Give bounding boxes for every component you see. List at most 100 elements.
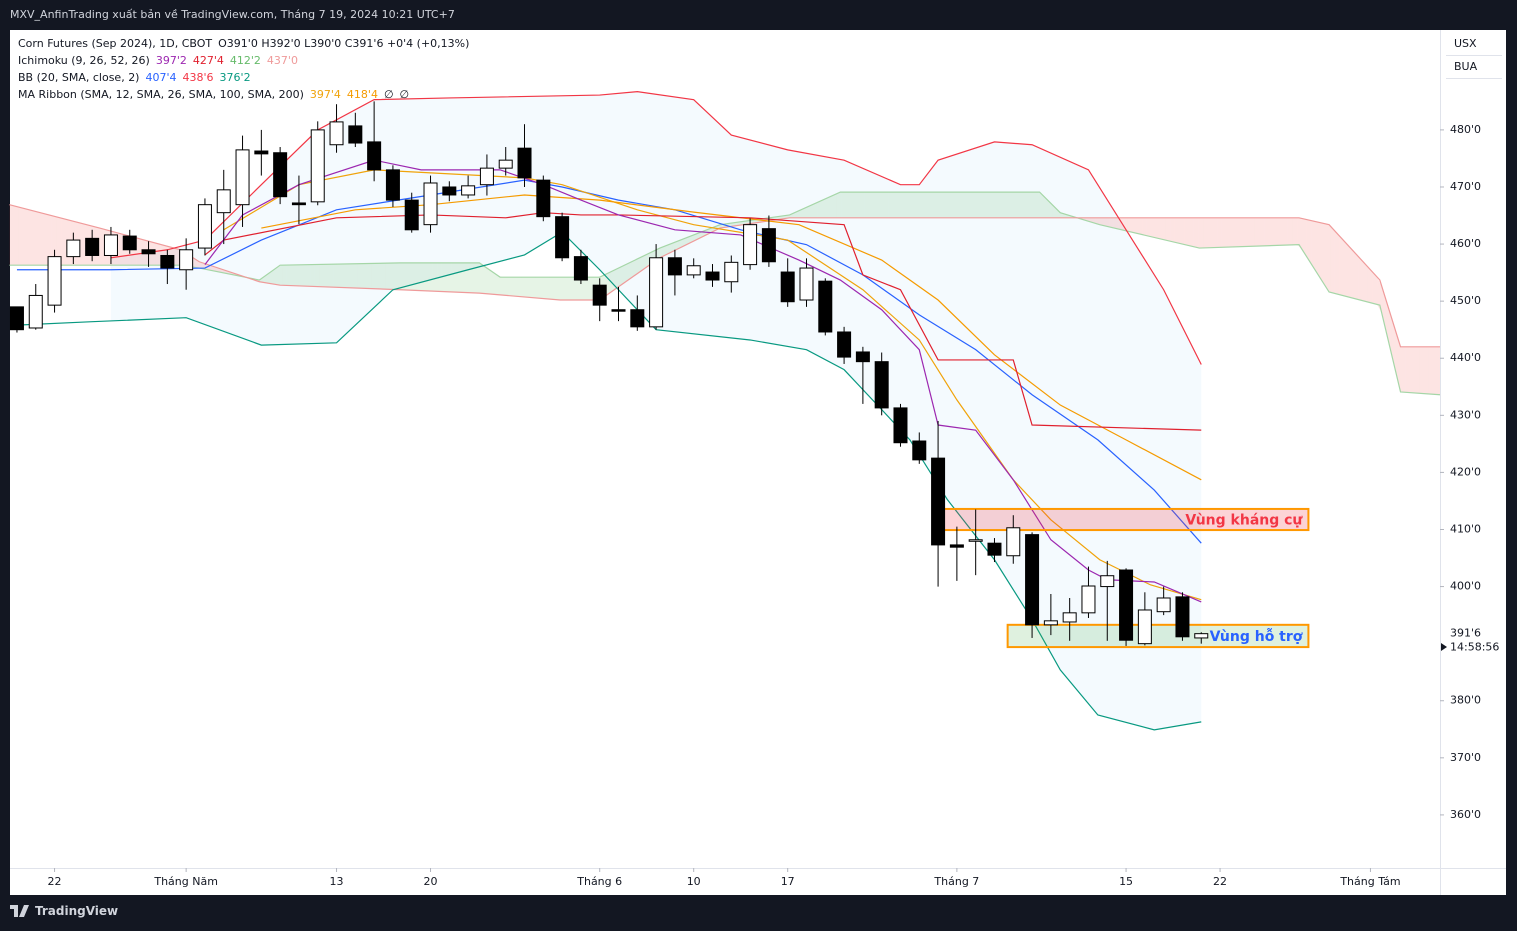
cloud-fill (1236, 217, 1241, 247)
cloud-fill (629, 260, 635, 279)
cloud-fill (1292, 217, 1298, 245)
candle-body (66, 239, 81, 258)
cloud-fill (1268, 217, 1274, 246)
cloud-fill (864, 192, 870, 218)
candle-body (667, 257, 682, 276)
cloud-fill (1250, 217, 1255, 247)
candle-body (855, 351, 870, 363)
cloud-fill (314, 264, 320, 287)
cloud-fill (954, 192, 959, 218)
y-tick-label: 480'0 (1450, 123, 1481, 136)
y-tick-label: 370'0 (1450, 751, 1481, 764)
cloud-fill (1278, 217, 1284, 246)
cloud-fill (305, 264, 311, 287)
y-tick-label: 450'0 (1450, 294, 1481, 307)
indicator-value: 427'4 (192, 54, 224, 67)
cloud-fill (390, 263, 395, 290)
cloud-fill (1320, 222, 1326, 287)
cursor-marker (1441, 643, 1447, 651)
candle-body (686, 265, 701, 276)
cloud-fill (1132, 217, 1138, 234)
cloud-fill (1221, 217, 1227, 248)
cloud-fill (1297, 217, 1302, 250)
cloud-fill (512, 277, 517, 297)
scale-button[interactable]: BUA (1446, 56, 1502, 79)
cloud-fill (1362, 261, 1368, 302)
candle-body (949, 544, 964, 548)
cloud-fill (18, 207, 24, 266)
cloud-fill (643, 253, 649, 269)
cloud-fill (376, 263, 381, 289)
candle-body (780, 271, 795, 303)
candle-body (404, 199, 419, 231)
cloud-fill (573, 277, 579, 301)
cloud-fill (582, 277, 588, 301)
span-b-line (9, 204, 1440, 348)
cloud-fill (352, 263, 358, 289)
indicator-value: 397'2 (155, 54, 187, 67)
cloud-fill (498, 275, 503, 296)
cloud-fill (296, 264, 301, 286)
cloud-fill (568, 277, 574, 301)
cloud-fill (1146, 217, 1152, 237)
zone-label: Vùng hỗ trợ (1210, 628, 1303, 645)
cloud-fill (117, 232, 123, 266)
cloud-fill (789, 212, 795, 218)
ohlc: O391'0 H392'0 L390'0 C391'6 +0'4 (+0,13%… (218, 37, 470, 50)
candle-body (874, 361, 889, 409)
cloud-fill (1348, 246, 1354, 299)
cloud-fill (446, 262, 452, 292)
cloud-fill (1377, 276, 1382, 314)
cloud-fill (535, 277, 541, 299)
cloud-fill (173, 248, 179, 266)
candle-body (479, 167, 494, 186)
candle-body (461, 185, 476, 196)
cloud-fill (672, 241, 677, 252)
cloud-fill (813, 202, 818, 218)
cloud-fill (516, 277, 522, 297)
cloud-fill (1231, 217, 1237, 247)
cloud-fill (892, 192, 898, 218)
cloud-fill (277, 265, 283, 286)
x-tick-label: 20 (424, 875, 438, 888)
cloud-fill (1198, 217, 1204, 248)
cloud-fill (841, 192, 846, 218)
candle-body (517, 147, 532, 179)
cloud-fill (977, 192, 983, 218)
cloud-fill (657, 246, 663, 260)
candle-body (724, 261, 739, 283)
cloud-fill (1372, 271, 1378, 305)
cloud-fill (1189, 217, 1194, 247)
cloud-fill (343, 263, 348, 288)
cloud-fill (1259, 217, 1265, 246)
candle-body (1119, 569, 1134, 641)
cloud-fill (1104, 217, 1110, 227)
tenkan-line (204, 159, 1202, 603)
indicator-name: Ichimoku (9, 26, 52, 26) (18, 54, 150, 67)
cloud-fill (883, 192, 889, 218)
cloud-fill (1137, 217, 1143, 235)
cloud-fill (587, 277, 593, 301)
x-tick-label: 17 (781, 875, 795, 888)
cloud-fill (554, 277, 560, 300)
indicator-value: ∅ (383, 88, 394, 101)
cloud-fill (357, 263, 362, 289)
cloud-fill (1085, 217, 1091, 222)
scale-button[interactable]: USX (1446, 33, 1502, 56)
cloud-fill (625, 262, 630, 283)
cloud-fill (465, 262, 470, 293)
cloud-fill (1264, 217, 1269, 246)
cloud-fill (921, 192, 926, 218)
cloud-fill (1217, 217, 1222, 248)
cloud-fill (836, 192, 842, 218)
symbol: Corn Futures (Sep 2024), 1D, CBOT (18, 37, 213, 50)
zone-label: Vùng kháng cự (1185, 512, 1303, 528)
candle-body (9, 306, 24, 331)
countdown: 14:58:56 (1450, 641, 1499, 654)
cloud-fill (267, 270, 273, 284)
cloud-fill (831, 193, 837, 218)
candle-body (329, 121, 344, 146)
cloud-fill (310, 264, 315, 287)
candle-body (987, 542, 1002, 556)
indicator-value: 376'2 (219, 71, 251, 84)
